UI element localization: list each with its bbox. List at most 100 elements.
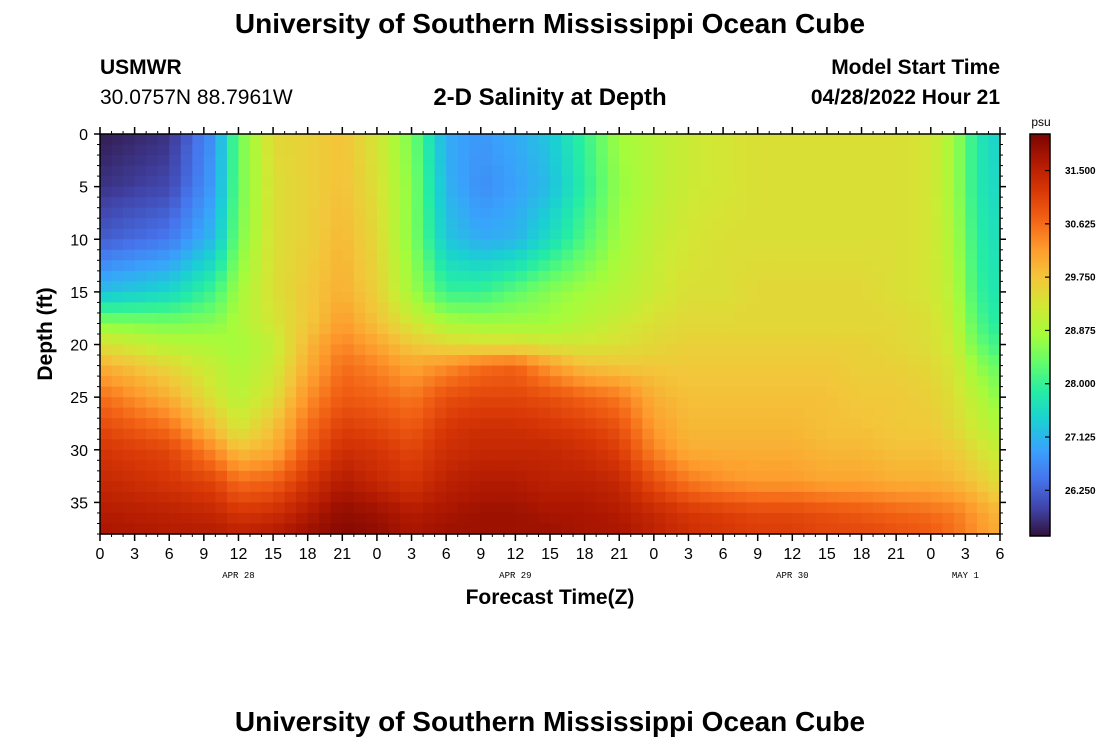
- heatmap-cell: [896, 165, 909, 177]
- heatmap-cell: [723, 386, 736, 398]
- heatmap-cell: [965, 176, 978, 188]
- heatmap-cell: [273, 428, 286, 440]
- heatmap-cell: [226, 176, 240, 188]
- heatmap-cell: [526, 228, 540, 240]
- heatmap-cell: [134, 428, 147, 440]
- heatmap-cell: [700, 512, 713, 525]
- heatmap-cell: [284, 281, 297, 293]
- heatmap-cell: [146, 270, 159, 282]
- heatmap-cell: [942, 481, 955, 493]
- heatmap-cell: [642, 470, 655, 482]
- heatmap-cell: [261, 281, 274, 293]
- heatmap-cell: [873, 312, 886, 325]
- heatmap-cell: [942, 449, 955, 461]
- heatmap-cell: [550, 239, 563, 251]
- heatmap-cell: [538, 218, 551, 230]
- heatmap-cell: [284, 218, 297, 230]
- heatmap-cell: [457, 312, 470, 325]
- heatmap-cell: [907, 470, 920, 482]
- heatmap-cell: [930, 470, 943, 482]
- heatmap-cell: [561, 439, 574, 451]
- heatmap-cell: [146, 397, 159, 409]
- heatmap-cell: [769, 439, 782, 451]
- heatmap-cell: [803, 470, 816, 482]
- heatmap-cell: [815, 239, 828, 251]
- heatmap-cell: [503, 249, 516, 261]
- heatmap-cell: [411, 481, 424, 493]
- heatmap-cell: [700, 491, 713, 504]
- heatmap-cell: [584, 397, 597, 409]
- heatmap-cell: [561, 176, 574, 188]
- heatmap-cell: [503, 460, 516, 472]
- heatmap-cell: [700, 312, 713, 325]
- heatmap-cell: [296, 228, 309, 240]
- heatmap-cell: [250, 281, 263, 293]
- heatmap-cell: [803, 218, 816, 230]
- heatmap-cell: [365, 207, 378, 219]
- heatmap-cell: [330, 512, 343, 525]
- heatmap-cell: [238, 491, 251, 504]
- heatmap-cell: [988, 365, 1001, 377]
- heatmap-cell: [688, 502, 701, 514]
- heatmap-cell: [976, 418, 990, 430]
- heatmap-cell: [550, 218, 563, 230]
- heatmap-cell: [596, 428, 609, 440]
- heatmap-cell: [953, 460, 966, 472]
- heatmap-cell: [365, 323, 378, 335]
- heatmap-cell: [250, 460, 263, 472]
- heatmap-cell: [307, 186, 320, 198]
- heatmap-cell: [792, 134, 805, 146]
- heatmap-cell: [284, 197, 297, 209]
- heatmap-cell: [826, 218, 840, 230]
- heatmap-cell: [976, 249, 990, 261]
- heatmap-cell: [642, 365, 655, 377]
- heatmap-cell: [700, 218, 713, 230]
- heatmap-cell: [596, 176, 609, 188]
- heatmap-cell: [757, 281, 770, 293]
- y-tick-label: 35: [70, 495, 88, 512]
- heatmap-cell: [134, 260, 147, 272]
- heatmap-cell: [480, 260, 493, 272]
- heatmap-cell: [653, 165, 666, 177]
- heatmap-cell: [157, 344, 170, 356]
- heatmap-cell: [596, 365, 609, 377]
- heatmap-cell: [653, 407, 666, 419]
- heatmap-cell: [769, 397, 782, 409]
- heatmap-cell: [146, 134, 159, 146]
- heatmap-cell: [376, 155, 390, 167]
- heatmap-cell: [780, 491, 793, 504]
- heatmap-cell: [584, 197, 597, 209]
- heatmap-cell: [376, 165, 390, 177]
- heatmap-cell: [365, 355, 378, 367]
- heatmap-cell: [619, 407, 632, 419]
- heatmap-cell: [907, 491, 920, 504]
- heatmap-cell: [700, 376, 713, 388]
- heatmap-cell: [446, 302, 459, 314]
- heatmap-cell: [607, 344, 620, 356]
- heatmap-cell: [238, 334, 251, 346]
- heatmap-cell: [353, 207, 366, 219]
- heatmap-cell: [238, 186, 251, 198]
- heatmap-cell: [942, 344, 955, 356]
- heatmap-cell: [757, 270, 770, 282]
- heatmap-cell: [134, 218, 147, 230]
- heatmap-cell: [815, 228, 828, 240]
- heatmap-cell: [976, 239, 990, 251]
- heatmap-cell: [584, 334, 597, 346]
- heatmap-cell: [411, 186, 424, 198]
- heatmap-cell: [838, 449, 851, 461]
- heatmap-cell: [111, 365, 124, 377]
- heatmap-cell: [111, 207, 124, 219]
- heatmap-cell: [711, 397, 724, 409]
- heatmap-cell: [100, 165, 113, 177]
- heatmap-cell: [353, 344, 366, 356]
- heatmap-cell: [353, 291, 366, 304]
- heatmap-cell: [734, 155, 747, 167]
- heatmap-cell: [123, 439, 136, 451]
- heatmap-cell: [688, 155, 701, 167]
- heatmap-cell: [642, 281, 655, 293]
- heatmap-cell: [896, 397, 909, 409]
- heatmap-cell: [769, 481, 782, 493]
- heatmap-cell: [365, 334, 378, 346]
- heatmap-cell: [538, 470, 551, 482]
